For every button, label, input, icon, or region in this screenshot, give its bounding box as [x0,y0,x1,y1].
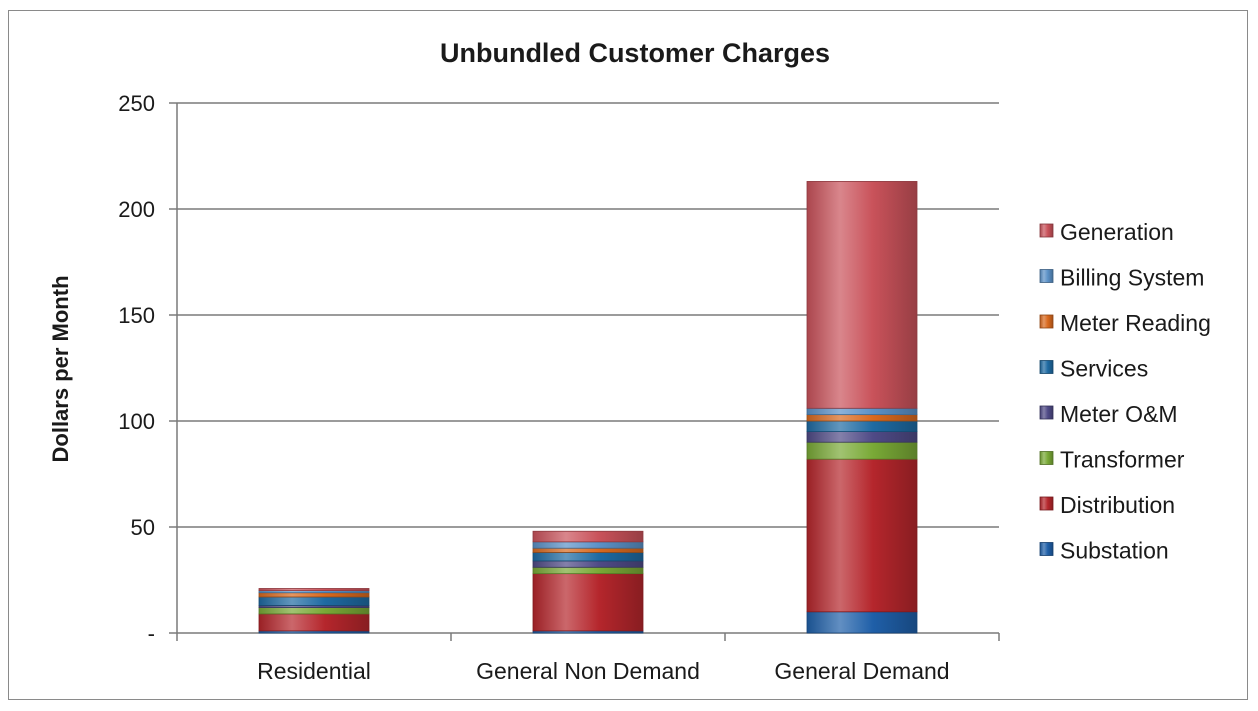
bar-segment [532,573,644,632]
bar-segment [532,560,644,568]
y-tick-label: - [148,621,155,646]
bars-layer [258,181,918,634]
bar-segment [806,407,918,416]
legend-label: Billing System [1060,265,1204,291]
bar-segment [806,414,918,422]
bar-segment [532,552,644,562]
bar-segment [258,588,370,591]
axis-layer: - 50 100 150 200 250 Residential General Non De… [118,91,1000,684]
chart-title: Unbundled Customer Charges [440,38,830,68]
chart-svg: Unbundled Customer Charges Dollars per M… [48,38,1211,684]
x-tick-label: Residential [257,658,371,684]
bar-segment [532,547,644,553]
legend-label: Meter Reading [1060,310,1211,336]
bar-segment [806,441,918,460]
legend-label: Services [1060,356,1148,382]
bar-segment [258,592,370,598]
chart-frame: Unbundled Customer Charges Dollars per M… [8,10,1248,700]
legend-swatch [1039,223,1054,238]
bar-segment [806,420,918,433]
bar-segment [806,458,918,613]
legend-label: Substation [1060,538,1169,564]
legend-swatch [1039,314,1054,329]
y-tick-label: 250 [118,91,155,116]
bar-segment [806,181,918,409]
legend-swatch [1039,496,1054,511]
bar-segment [258,613,370,632]
y-tick-label: 100 [118,409,155,434]
legend-label: Transformer [1060,447,1185,473]
legend-swatch [1039,451,1054,465]
y-tick-label: 200 [118,197,155,222]
legend-label: Distribution [1060,492,1175,518]
bar-segment [258,596,370,606]
x-tick-label: General Demand [774,658,949,684]
y-tick-label: 150 [118,303,155,328]
bar-segment [532,530,644,543]
legend-swatch [1039,405,1054,420]
bar-segment [532,541,644,549]
legend-label: Generation [1060,219,1174,245]
x-tick-label: General Non Demand [476,658,700,684]
y-tick-label: 50 [131,515,155,540]
legend: Generation Billing System Meter Reading Ser… [1039,219,1211,564]
bar-segment [532,566,644,575]
legend-label: Meter O&M [1060,401,1178,427]
bar-segment [806,431,918,443]
y-axis-label: Dollars per Month [48,275,73,462]
bar-segment [258,607,370,615]
bar-segment [806,611,918,634]
legend-swatch [1039,269,1054,283]
legend-swatch [1039,360,1054,374]
legend-swatch [1039,542,1054,556]
